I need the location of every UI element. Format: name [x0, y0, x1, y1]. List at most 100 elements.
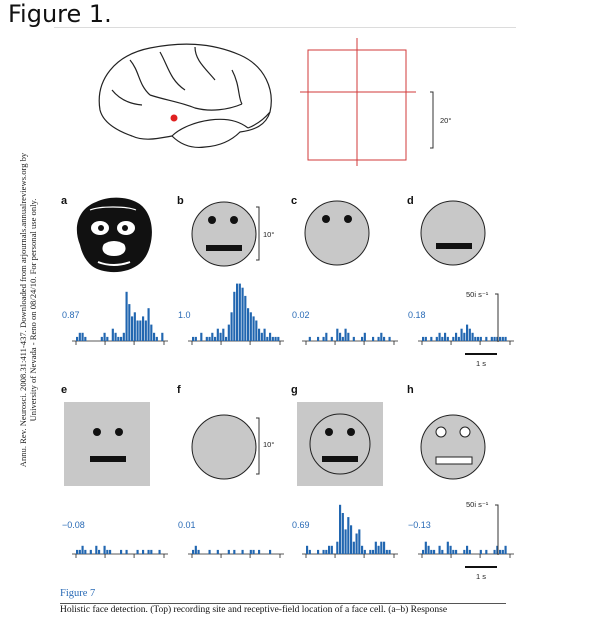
panel-f: f 0.01 — [177, 384, 284, 558]
baseline-rate-label: 0.18 — [408, 310, 426, 320]
histogram-bar — [330, 336, 333, 341]
histogram-bar — [260, 332, 263, 341]
time-scale-label-1: 1 s — [476, 359, 486, 368]
histogram-bar — [147, 549, 150, 554]
histogram-bar — [350, 525, 353, 554]
histogram-bar — [457, 336, 460, 341]
histogram-bar — [496, 336, 499, 341]
histogram-bar — [263, 328, 266, 341]
histogram-bar — [225, 336, 228, 341]
histogram-bar — [122, 332, 125, 341]
baseline-rate-label: 0.01 — [178, 520, 196, 530]
caption-rule — [60, 603, 506, 604]
caption-text: Holistic face detection. (Top) recording… — [60, 605, 448, 615]
histogram-bar — [499, 549, 502, 554]
page-heading: Figure 1. — [8, 0, 112, 28]
histogram-bar — [422, 549, 425, 554]
panel-letter: h — [407, 384, 414, 396]
histogram-bar — [388, 549, 391, 554]
histogram-bar — [339, 332, 342, 341]
histogram-bar — [468, 328, 471, 341]
histogram-bar — [317, 549, 320, 554]
histogram-bar — [142, 549, 145, 554]
histogram-bar — [485, 336, 488, 341]
baseline-rate-label: 0.69 — [292, 520, 310, 530]
histogram-bar — [358, 529, 361, 554]
histogram-bar — [424, 541, 427, 554]
histogram-bar — [380, 332, 383, 341]
histogram-bar — [100, 336, 103, 341]
histogram-bar — [361, 336, 364, 341]
histogram-bar — [109, 549, 112, 554]
histogram-bar — [485, 549, 488, 554]
histogram-bar — [274, 336, 277, 341]
histogram-bar — [438, 332, 441, 341]
histogram-bar — [463, 332, 466, 341]
histogram-bar — [493, 336, 496, 341]
histogram-bar — [361, 545, 364, 554]
rate-scale-label-2: 50i s⁻¹ — [466, 500, 489, 509]
histogram-bar — [111, 328, 114, 341]
baseline-rate-label: 0.02 — [292, 310, 310, 320]
panel-g: g 0.69 — [291, 384, 398, 558]
histogram-bar — [230, 312, 233, 341]
histogram-bar — [325, 549, 328, 554]
panel-a: a 0.87 — [61, 195, 168, 345]
histogram-bar — [84, 336, 87, 341]
heading-rule — [54, 27, 516, 28]
histogram-bar — [322, 336, 325, 341]
histogram-bar — [352, 541, 355, 554]
histogram-bar — [277, 336, 280, 341]
histogram-bar — [89, 549, 92, 554]
histogram-bar — [81, 545, 84, 554]
histogram-bar — [249, 549, 252, 554]
histogram-bar — [474, 336, 477, 341]
histogram-bar — [227, 549, 230, 554]
histogram-bar — [383, 541, 386, 554]
histogram-bar — [98, 549, 101, 554]
histogram-bar — [255, 320, 258, 341]
histogram-bar — [374, 541, 377, 554]
histogram-bar — [216, 328, 219, 341]
histogram-bar — [466, 324, 469, 341]
histogram-bar — [133, 312, 136, 341]
histogram-bar — [78, 332, 81, 341]
histogram-bar — [208, 549, 211, 554]
histogram-bar — [372, 336, 375, 341]
histogram-bar — [161, 332, 164, 341]
stimulus-eyes-only — [304, 200, 370, 266]
histogram-bar — [422, 336, 425, 341]
histogram-bar — [76, 549, 79, 554]
histogram-bar — [347, 517, 350, 554]
histogram-bar — [142, 316, 145, 341]
histogram-bar — [205, 336, 208, 341]
histogram-bar — [344, 529, 347, 554]
histogram-bar — [493, 549, 496, 554]
histogram-bar — [308, 549, 311, 554]
histogram-bar — [150, 549, 153, 554]
histogram-bar — [501, 336, 504, 341]
stimulus-blank-circle — [191, 414, 257, 480]
histogram-bar — [192, 336, 195, 341]
histogram-bar — [372, 549, 375, 554]
brain-drawing — [98, 43, 272, 149]
histogram-bar — [468, 549, 471, 554]
panel-letter: d — [407, 195, 414, 207]
histogram-bar — [438, 545, 441, 554]
stim-scale-bar-1 — [256, 206, 260, 261]
histogram-bar — [369, 549, 372, 554]
histogram-bar — [441, 336, 444, 341]
histogram-bar — [84, 549, 87, 554]
histogram-bar — [197, 549, 200, 554]
histogram-bar — [328, 545, 331, 554]
histogram-bar — [455, 332, 458, 341]
histogram-bar — [269, 332, 272, 341]
histogram-bar — [355, 533, 358, 554]
histogram-bar — [95, 545, 98, 554]
panel-letter: a — [61, 195, 68, 207]
histogram-bar — [227, 324, 230, 341]
panel-c: c 0.02 — [291, 195, 398, 345]
histogram-bar — [103, 332, 106, 341]
histogram-bar — [504, 545, 507, 554]
stim-scale-label-2: 10° — [263, 440, 274, 449]
